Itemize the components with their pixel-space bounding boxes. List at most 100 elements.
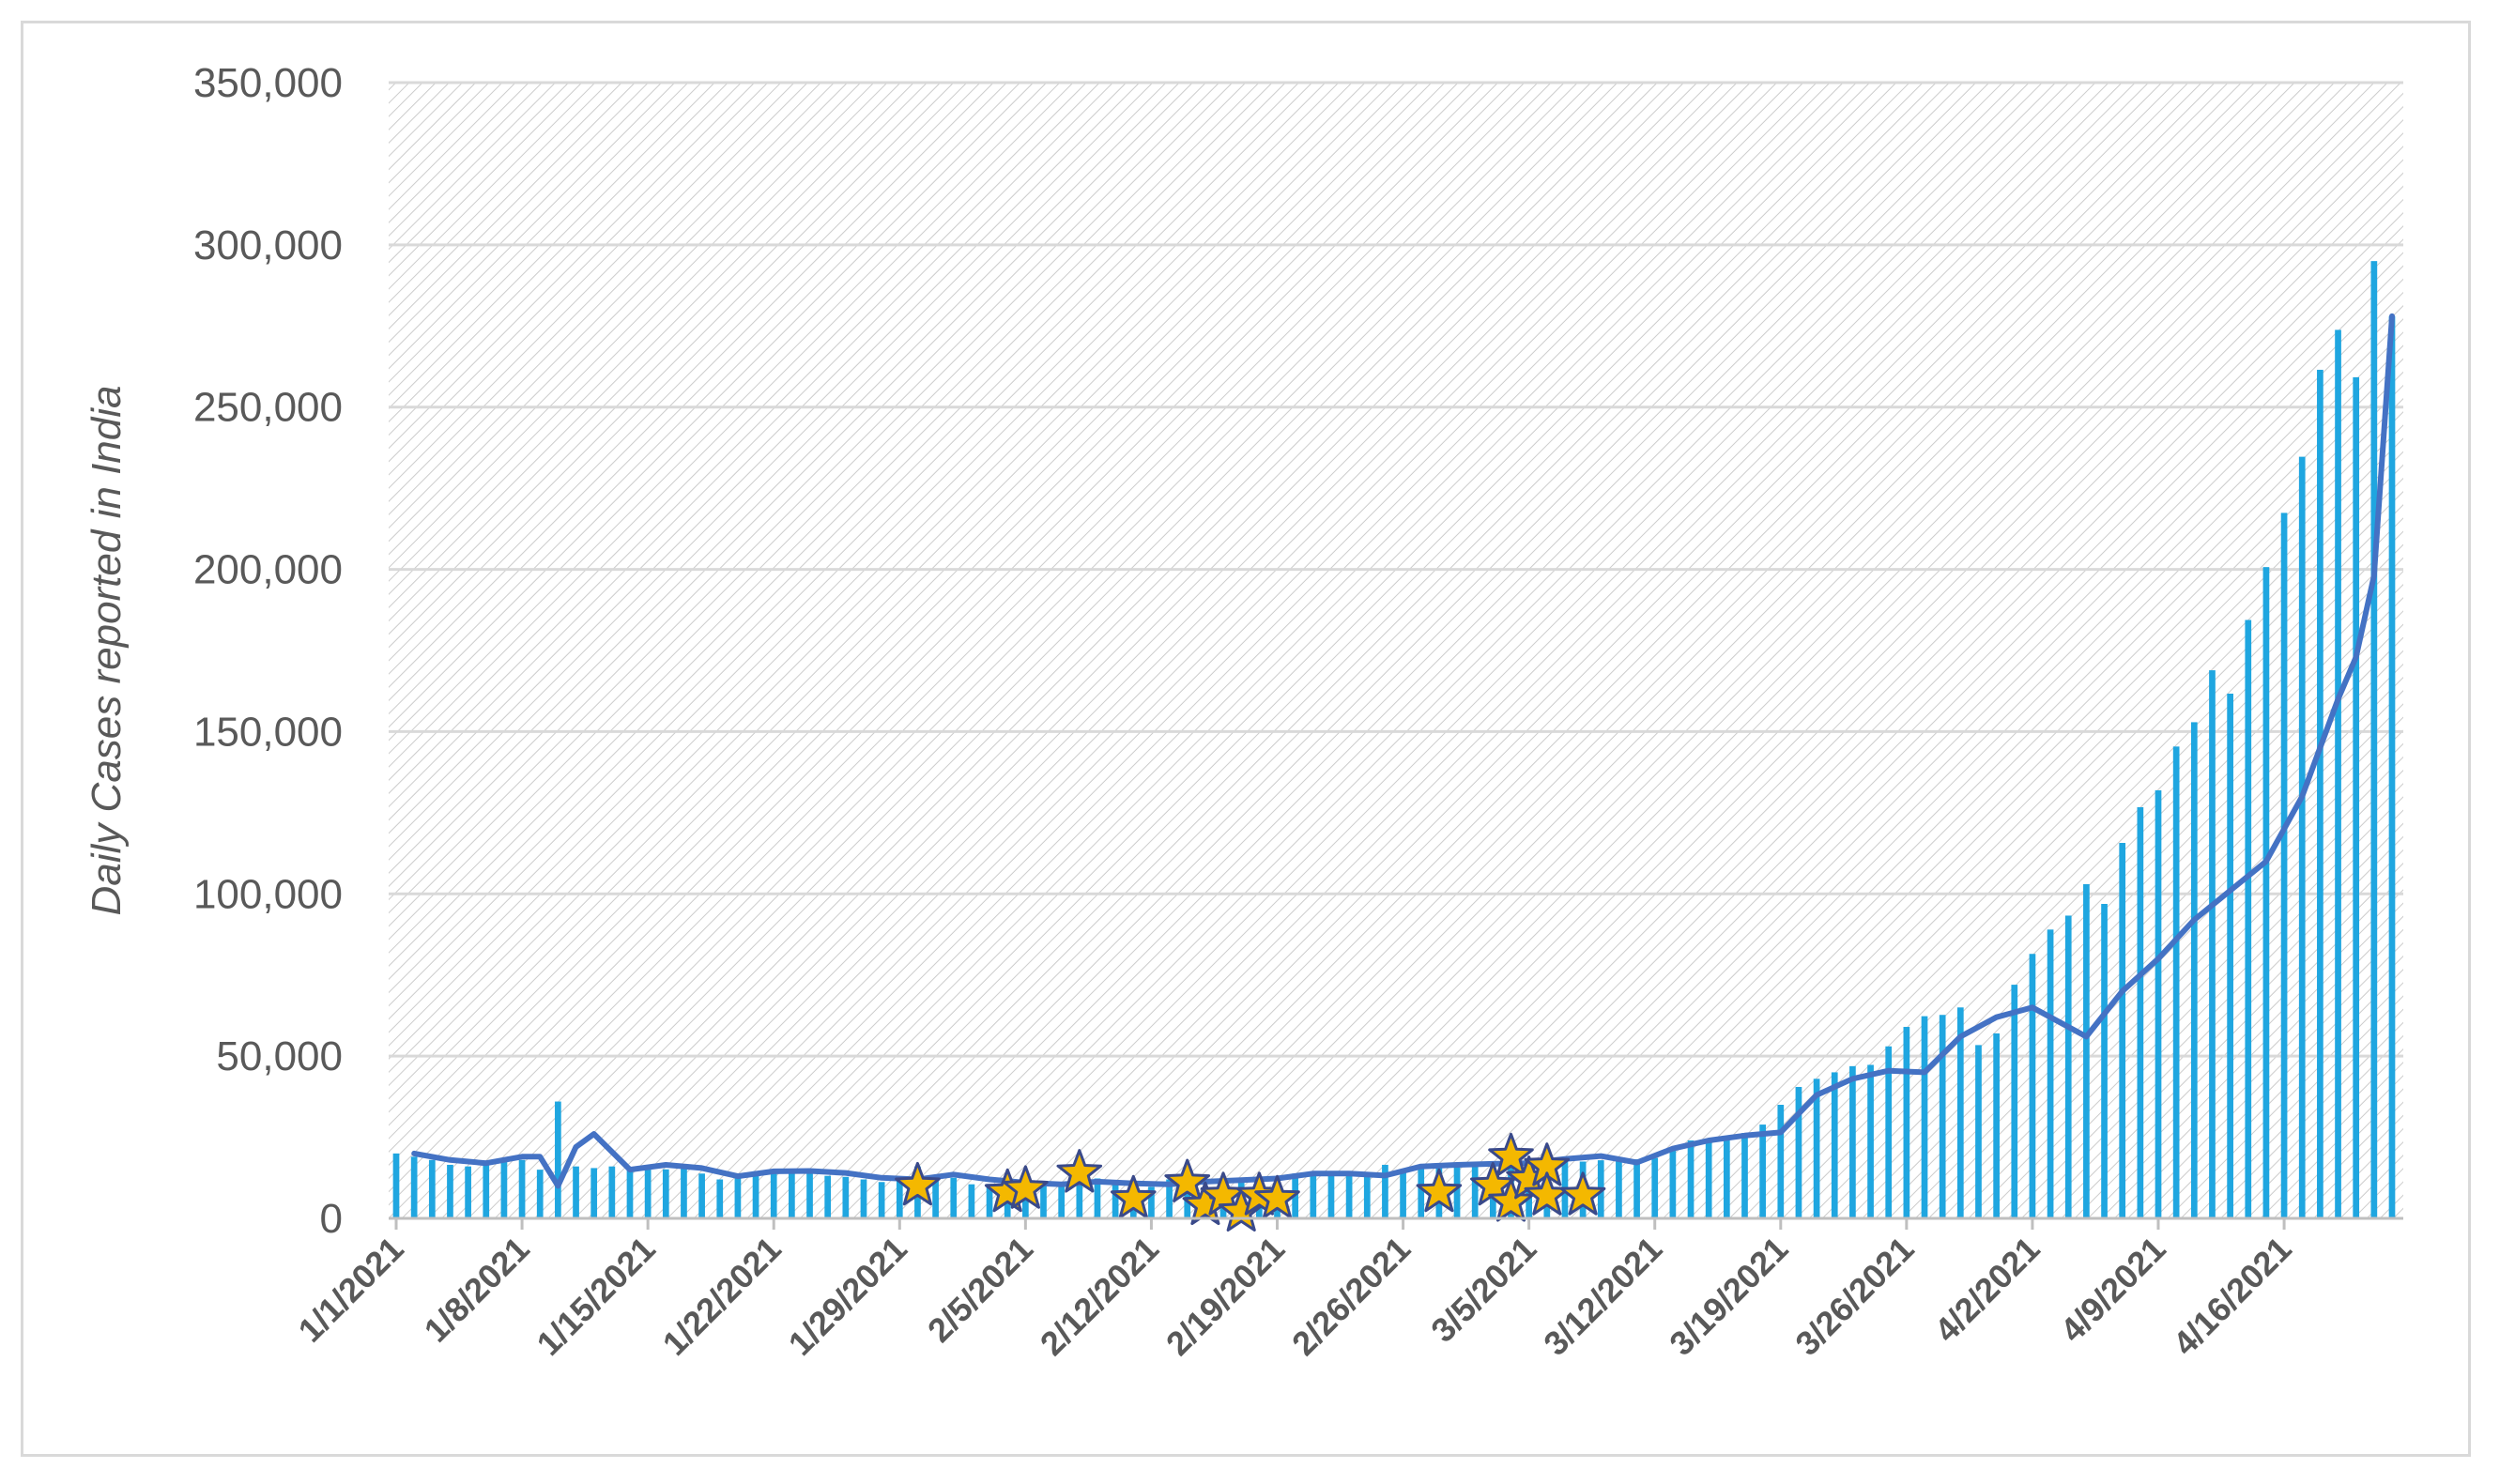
star-marker <box>1488 1132 1534 1177</box>
star-marker <box>1003 1165 1049 1209</box>
bar <box>1651 1157 1659 1218</box>
bar <box>662 1169 669 1218</box>
bar <box>789 1170 795 1218</box>
bar <box>1993 1033 2000 1218</box>
x-tick-label: 4/9/2021 <box>2053 1230 2173 1350</box>
y-tick-label: 0 <box>320 1196 343 1242</box>
bar <box>1723 1137 1730 1218</box>
bar <box>860 1179 867 1218</box>
bar <box>806 1171 813 1218</box>
bar <box>842 1176 850 1218</box>
bar <box>2119 843 2126 1218</box>
bar <box>1795 1086 1802 1218</box>
star-marker <box>895 1161 941 1206</box>
bar <box>1669 1146 1677 1218</box>
y-tick-label: 200,000 <box>193 547 343 593</box>
bar <box>1148 1186 1155 1218</box>
bar <box>626 1168 634 1218</box>
bar <box>716 1179 724 1218</box>
bar <box>447 1164 453 1218</box>
x-tick-label: 2/19/2021 <box>1158 1230 1292 1363</box>
bar <box>1741 1133 1748 1218</box>
bar <box>1849 1065 1856 1218</box>
bar <box>428 1159 436 1218</box>
bar <box>2262 567 2270 1218</box>
bar <box>752 1170 759 1218</box>
star-marker <box>1111 1174 1157 1219</box>
bar <box>2064 915 2072 1218</box>
line-series <box>411 313 2395 1189</box>
x-axis-ticks: 1/1/2021 1/8/20211/15/20211/22/20211/29/2… <box>291 1218 2299 1363</box>
bar <box>1166 1179 1173 1218</box>
bar <box>2227 693 2233 1218</box>
bar <box>2011 985 2018 1218</box>
bar <box>878 1182 885 1218</box>
y-axis-ticks: 0 50,000 100,000 150,000 200,000 250,000 300,0… <box>193 60 343 1242</box>
bar <box>2083 883 2090 1218</box>
bar <box>2029 954 2036 1218</box>
x-tick-label: 4/16/2021 <box>2165 1230 2298 1363</box>
bar <box>590 1168 598 1218</box>
x-tick-label: 4/2/2021 <box>1927 1230 2047 1350</box>
bar <box>2172 746 2180 1218</box>
bar <box>1975 1045 1982 1218</box>
bar <box>518 1159 526 1218</box>
y-tick-label: 350,000 <box>193 60 343 106</box>
bar <box>770 1171 777 1218</box>
x-tick-label: 3/19/2021 <box>1662 1230 1795 1363</box>
x-tick-label: 1/15/2021 <box>529 1230 663 1363</box>
line-series-path <box>411 313 2395 1189</box>
bar <box>1471 1164 1479 1218</box>
bar <box>968 1184 975 1218</box>
star-marker <box>1056 1149 1103 1193</box>
bar <box>2047 929 2054 1218</box>
bar <box>1759 1124 1766 1218</box>
x-tick-label: 2/5/2021 <box>920 1230 1040 1350</box>
bar <box>1040 1185 1047 1218</box>
y-tick-label: 100,000 <box>193 871 343 917</box>
bar <box>1382 1164 1388 1218</box>
y-tick-label: 150,000 <box>193 709 343 755</box>
y-tick-label: 300,000 <box>193 222 343 268</box>
bar <box>483 1163 490 1218</box>
bar <box>986 1184 993 1218</box>
x-tick-label: 1/22/2021 <box>655 1230 789 1363</box>
bar <box>950 1177 958 1218</box>
bar <box>2335 329 2341 1218</box>
bar <box>824 1175 832 1218</box>
y-axis-label: Daily Cases reported in India <box>84 386 130 916</box>
bar <box>1867 1064 1874 1218</box>
bar <box>2209 670 2216 1218</box>
star-marker <box>1488 1178 1534 1222</box>
bar <box>1418 1164 1425 1218</box>
bar <box>1112 1182 1119 1218</box>
bar <box>1327 1172 1335 1218</box>
star-markers <box>895 1132 1606 1232</box>
x-tick-label: 3/5/2021 <box>1423 1230 1543 1350</box>
bar <box>2155 790 2162 1218</box>
star-marker <box>1559 1171 1606 1216</box>
bar <box>573 1166 579 1218</box>
bar <box>1956 1007 1964 1218</box>
bar <box>932 1176 939 1218</box>
bar <box>1705 1139 1712 1218</box>
bar <box>2370 261 2378 1219</box>
y-tick-label: 250,000 <box>193 385 343 431</box>
star-marker <box>1416 1168 1463 1213</box>
bar <box>1400 1170 1406 1218</box>
bar <box>896 1179 903 1218</box>
x-tick-label: 3/12/2021 <box>1536 1230 1669 1363</box>
x-tick-label: 1/8/2021 <box>417 1230 537 1350</box>
bar <box>1076 1183 1083 1218</box>
bar <box>2190 722 2198 1218</box>
bar <box>2353 376 2360 1218</box>
bar <box>698 1173 705 1218</box>
x-tick-label: 3/26/2021 <box>1787 1230 1921 1363</box>
bar <box>608 1166 616 1218</box>
bar <box>1022 1187 1029 1218</box>
x-tick-label: 2/12/2021 <box>1033 1230 1166 1363</box>
bar <box>1363 1171 1371 1218</box>
plot-area-background <box>389 83 2403 1218</box>
bar <box>410 1156 418 1218</box>
bar <box>500 1159 508 1218</box>
